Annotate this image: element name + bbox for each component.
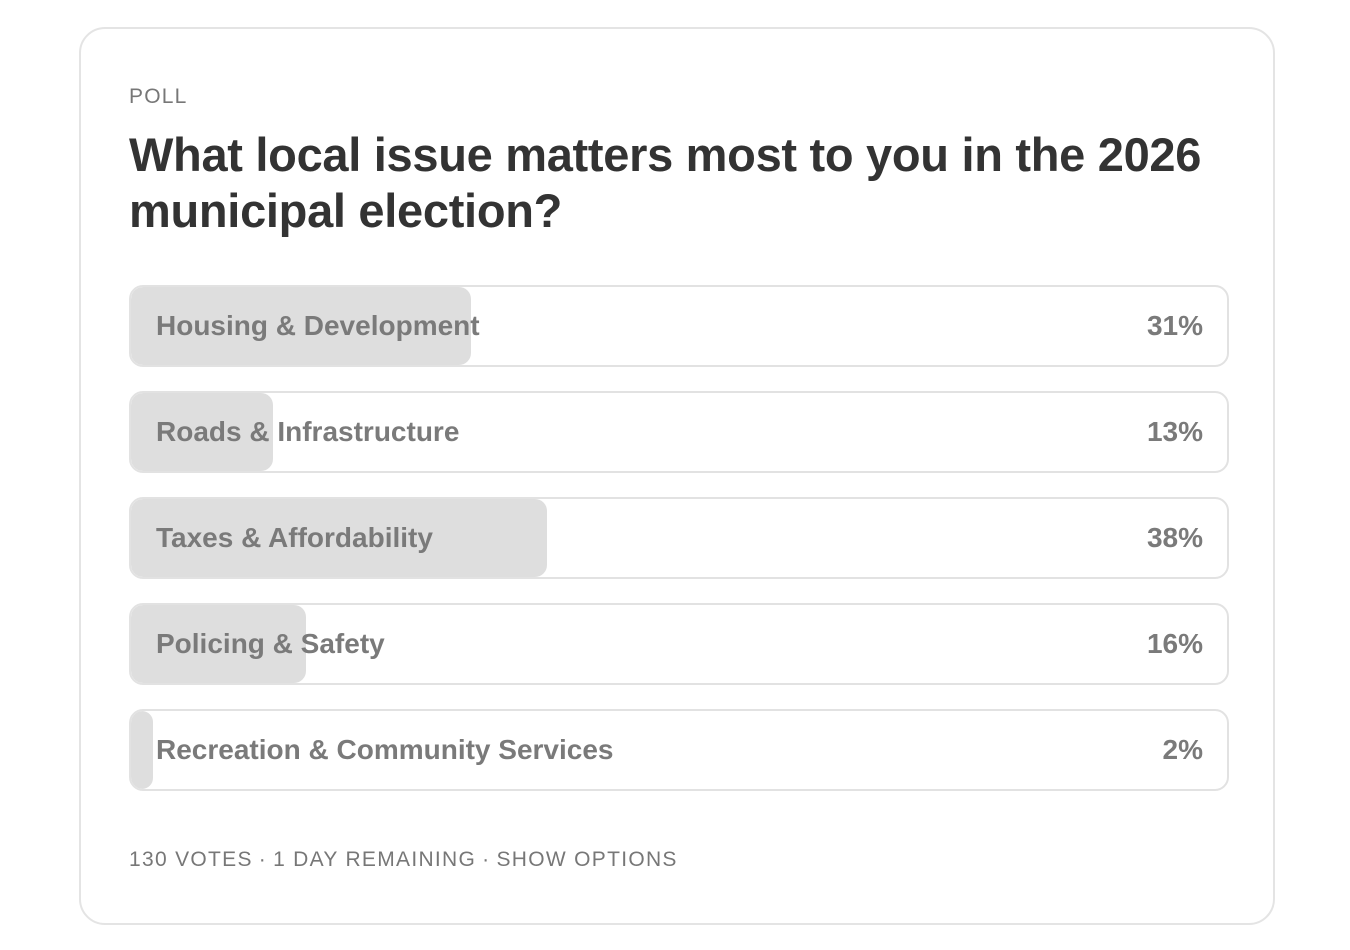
show-options-link[interactable]: SHOW OPTIONS	[496, 848, 678, 871]
poll-option-roads[interactable]: Roads & Infrastructure 13%	[129, 391, 1229, 473]
poll-option-fill	[131, 711, 153, 789]
poll-kicker: POLL	[129, 85, 188, 108]
poll-option-housing[interactable]: Housing & Development 31%	[129, 285, 1229, 367]
poll-option-label: Recreation & Community Services	[156, 734, 614, 765]
poll-option-fill	[131, 287, 471, 365]
poll-option-percent: 2%	[1162, 734, 1203, 765]
poll-option-policing[interactable]: Policing & Safety 16%	[129, 603, 1229, 685]
poll-option-percent: 13%	[1146, 416, 1203, 447]
footer-separator: ·	[482, 848, 491, 871]
poll-options: Housing & Development 31% Roads & Infras…	[129, 285, 1229, 815]
poll-option-fill	[131, 499, 548, 577]
poll-footer: 130 VOTES · 1 DAY REMAINING · SHOW OPTIONS	[129, 848, 678, 872]
poll-option-fill	[131, 393, 274, 471]
poll-option-label: Roads & Infrastructure	[156, 416, 460, 447]
poll-option-taxes[interactable]: Taxes & Affordability 38%	[129, 497, 1229, 579]
poll-question: What local issue matters most to you in …	[129, 128, 1202, 237]
time-remaining: 1 DAY REMAINING	[273, 848, 477, 871]
poll-option-label: Policing & Safety	[156, 628, 385, 659]
poll-option-label: Housing & Development	[156, 310, 480, 341]
poll-option-fill	[131, 605, 307, 683]
poll-card: POLL What local issue matters most to yo…	[79, 27, 1275, 925]
poll-option-percent: 31%	[1146, 310, 1203, 341]
footer-separator: ·	[258, 848, 268, 871]
vote-count: 130 VOTES	[129, 848, 253, 871]
poll-option-percent: 38%	[1146, 522, 1203, 553]
poll-option-label: Taxes & Affordability	[156, 522, 433, 553]
poll-option-percent: 16%	[1146, 628, 1203, 659]
poll-option-recreation[interactable]: Recreation & Community Services 2%	[129, 709, 1229, 791]
